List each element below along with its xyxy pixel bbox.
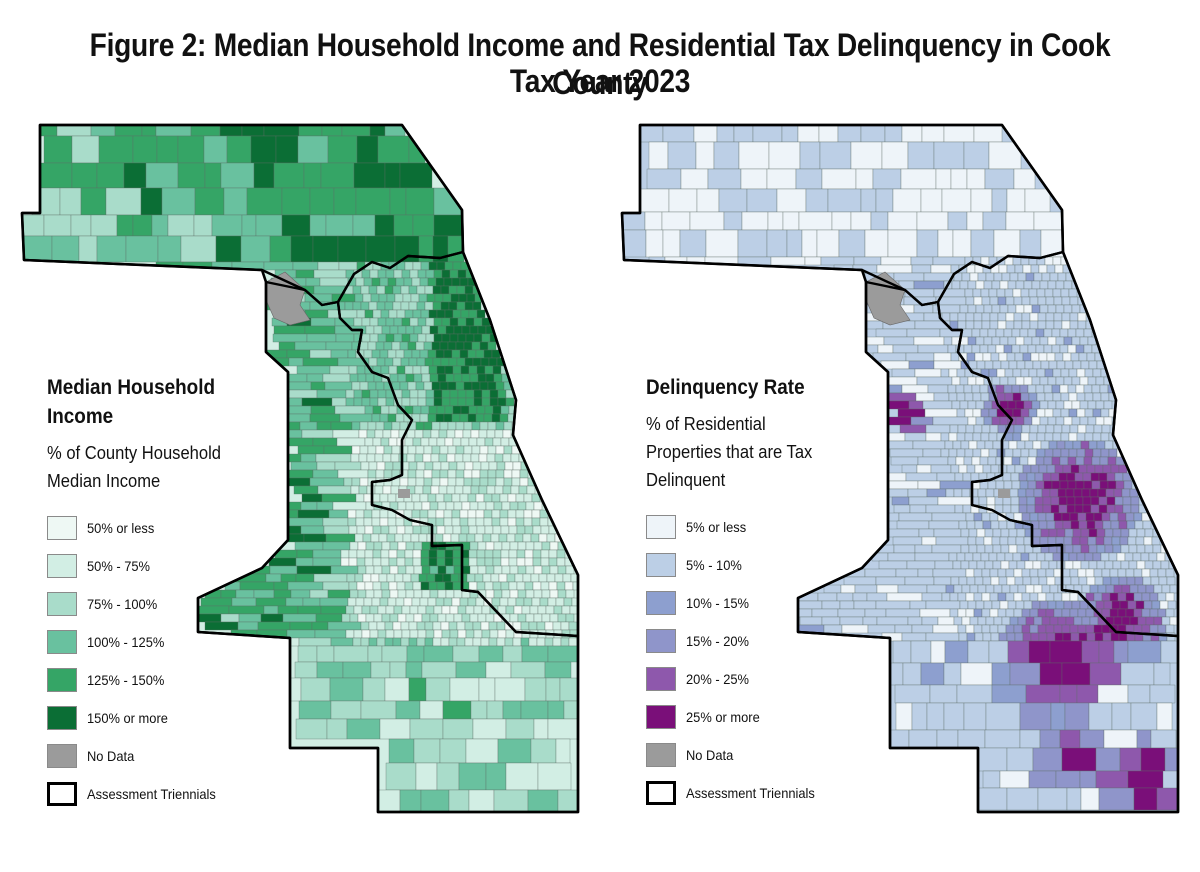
income-legend-item: 50% or less: [47, 509, 236, 547]
income-tracts: [22, 125, 578, 812]
delinquency-legend-item: 15% - 20%: [646, 622, 827, 660]
delinquency-legend-swatch: [646, 743, 676, 767]
income-legend-item: 75% - 100%: [47, 585, 236, 623]
income-no-data-area: [398, 489, 410, 498]
income-legend-item: 125% - 150%: [47, 661, 236, 699]
income-legend-swatch: [47, 516, 77, 540]
income-legend-label: Assessment Triennials: [87, 786, 216, 802]
delinquency-legend-label: 15% - 20%: [686, 633, 750, 649]
income-legend-item: 150% or more: [47, 699, 236, 737]
income-legend-label: 125% - 150%: [87, 672, 165, 688]
delinquency-legend-swatch: [646, 705, 676, 729]
delinquency-legend-item: 25% or more: [646, 698, 827, 736]
delinquency-legend-swatch: [646, 781, 676, 805]
income-legend-swatch: [47, 592, 77, 616]
income-county-outline: [20, 123, 580, 814]
income-legend-item: 100% - 125%: [47, 623, 236, 661]
income-legend-label: No Data: [87, 748, 135, 764]
income-legend-label: 50% - 75%: [87, 558, 151, 574]
delinquency-legend-swatch: [646, 667, 676, 691]
delinquency-legend-item: 20% - 25%: [646, 660, 827, 698]
income-legend-swatch: [47, 706, 77, 730]
delinquency-legend-label: Assessment Triennials: [686, 785, 815, 801]
delinquency-legend-label: No Data: [686, 747, 734, 763]
income-legend-item: Assessment Triennials: [47, 775, 236, 813]
income-legend-label: 150% or more: [87, 710, 168, 726]
income-legend-swatch: [47, 554, 77, 578]
income-legend-item: No Data: [47, 737, 236, 775]
income-legend-swatch: [47, 668, 77, 692]
delinquency-legend-label: 5% - 10%: [686, 557, 742, 573]
income-legend-swatch: [47, 744, 77, 768]
delinquency-legend-item: 5% or less: [646, 508, 827, 546]
income-legend-swatch: [47, 782, 77, 806]
delinquency-tracts: [622, 125, 1178, 811]
delinquency-legend: Delinquency Rate % of Residential Proper…: [646, 373, 827, 812]
delinquency-legend-label: 10% - 15%: [686, 595, 750, 611]
income-legend: Median Household Income % of County Hous…: [47, 373, 236, 813]
income-legend-label: 100% - 125%: [87, 634, 165, 650]
delinquency-legend-swatch: [646, 515, 676, 539]
delinquency-no-data-area: [998, 489, 1010, 498]
income-legend-item: 50% - 75%: [47, 547, 236, 585]
delinquency-legend-item: No Data: [646, 736, 827, 774]
delinquency-legend-label: 25% or more: [686, 709, 760, 725]
income-legend-swatch: [47, 630, 77, 654]
delinquency-legend-label: 20% - 25%: [686, 671, 750, 687]
delinquency-legend-title: Delinquency Rate: [646, 376, 805, 399]
delinquency-legend-swatch: [646, 591, 676, 615]
delinquency-legend-subtitle: % of Residential Properties that are Tax…: [646, 414, 813, 490]
income-legend-subtitle: % of County Household Median Income: [47, 443, 221, 491]
figure-subtitle: Tax Year 2023: [509, 63, 691, 99]
delinquency-county-outline: [620, 123, 1180, 814]
delinquency-legend-label: 5% or less: [686, 519, 747, 535]
income-legend-label: 50% or less: [87, 520, 155, 536]
delinquency-legend-item: 10% - 15%: [646, 584, 827, 622]
delinquency-legend-swatch: [646, 553, 676, 577]
delinquency-legend-item: 5% - 10%: [646, 546, 827, 584]
income-legend-title: Median Household Income: [47, 376, 216, 428]
delinquency-legend-swatch: [646, 629, 676, 653]
income-legend-label: 75% - 100%: [87, 596, 158, 612]
delinquency-legend-item: Assessment Triennials: [646, 774, 827, 812]
figure-title: Figure 2: Median Household Income and Re…: [89, 27, 1111, 101]
